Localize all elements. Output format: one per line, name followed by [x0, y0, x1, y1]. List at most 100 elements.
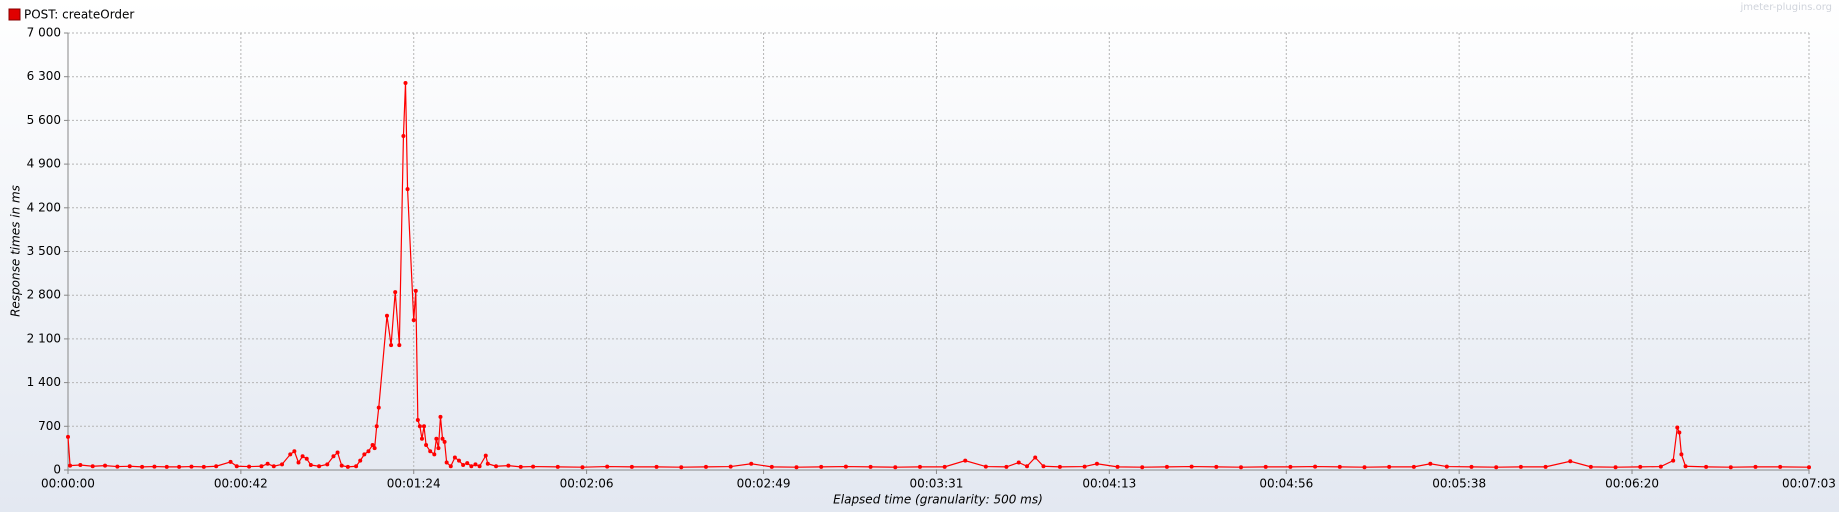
data-point	[372, 446, 377, 451]
data-point	[679, 465, 684, 470]
data-point	[366, 449, 371, 454]
data-point	[1728, 465, 1733, 470]
data-point	[300, 454, 305, 459]
data-point	[358, 458, 363, 463]
data-point	[259, 464, 264, 469]
data-point	[1033, 455, 1038, 460]
data-point	[749, 461, 754, 466]
data-point	[728, 464, 733, 469]
data-point	[942, 464, 947, 469]
data-point	[1082, 464, 1087, 469]
data-point	[384, 313, 389, 318]
data-point	[127, 464, 132, 469]
data-point	[325, 462, 330, 467]
x-tick-label: 00:01:24	[387, 477, 441, 491]
data-point	[1704, 464, 1709, 469]
data-point	[247, 464, 252, 469]
data-point	[1094, 461, 1099, 466]
data-point	[605, 464, 610, 469]
data-point	[555, 464, 560, 469]
data-point	[1214, 464, 1219, 469]
data-point	[415, 418, 420, 423]
data-point	[265, 461, 270, 466]
data-point	[374, 424, 379, 429]
data-point	[296, 460, 301, 465]
data-point	[444, 460, 449, 465]
data-point	[1057, 464, 1062, 469]
x-tick-label: 00:04:13	[1082, 477, 1136, 491]
data-point	[189, 464, 194, 469]
data-point	[448, 464, 453, 469]
x-tick-label: 00:03:31	[909, 477, 963, 491]
y-tick-label: 7 000	[27, 26, 61, 40]
data-point	[769, 464, 774, 469]
data-point	[461, 463, 466, 468]
data-point	[1638, 464, 1643, 469]
data-point	[1469, 464, 1474, 469]
data-point	[78, 463, 83, 468]
data-point	[228, 459, 233, 464]
data-point	[234, 464, 239, 469]
data-point	[434, 436, 439, 441]
x-tick-label: 00:02:49	[737, 477, 791, 491]
data-point	[140, 464, 145, 469]
data-point	[1658, 464, 1663, 469]
data-point	[457, 458, 462, 463]
data-point	[1263, 464, 1268, 469]
y-tick-label: 2 800	[27, 288, 61, 302]
data-point	[417, 424, 422, 429]
x-axis-label: Elapsed time (granularity: 500 ms)	[833, 493, 1043, 507]
data-point	[1189, 464, 1194, 469]
data-point	[304, 456, 309, 461]
data-point	[1494, 465, 1499, 470]
data-point	[531, 464, 536, 469]
data-point	[1543, 464, 1548, 469]
data-point	[438, 414, 443, 419]
data-point	[1239, 465, 1244, 470]
data-point	[1518, 464, 1523, 469]
y-tick-label: 0	[53, 463, 61, 477]
data-point	[843, 464, 848, 469]
data-point	[506, 463, 511, 468]
data-point	[483, 453, 488, 458]
data-point	[339, 463, 344, 468]
data-point	[469, 464, 474, 469]
data-point	[1778, 464, 1783, 469]
data-point	[288, 452, 293, 457]
data-point	[90, 464, 95, 469]
x-tick-label: 00:05:38	[1432, 477, 1486, 491]
data-point	[1411, 464, 1416, 469]
x-tick-label: 00:06:20	[1605, 477, 1659, 491]
x-tick-label: 00:04:56	[1259, 477, 1313, 491]
data-point	[893, 465, 898, 470]
data-point	[331, 454, 336, 459]
data-point	[422, 424, 427, 429]
data-point	[428, 449, 433, 454]
data-point	[436, 446, 441, 451]
data-point	[403, 80, 408, 85]
data-point	[1164, 464, 1169, 469]
data-point	[317, 464, 322, 469]
data-point	[1337, 464, 1342, 469]
data-point	[292, 449, 297, 454]
data-point	[494, 464, 499, 469]
data-point	[103, 463, 108, 468]
y-axis-label: Response times in ms	[9, 185, 23, 317]
data-point	[164, 464, 169, 469]
data-point	[654, 464, 659, 469]
data-point	[424, 443, 429, 448]
data-point	[1115, 464, 1120, 469]
data-point	[413, 288, 418, 293]
x-tick-label: 00:02:06	[560, 477, 614, 491]
data-point	[629, 464, 634, 469]
data-point	[1444, 464, 1449, 469]
data-point	[362, 452, 367, 457]
data-point	[703, 464, 708, 469]
data-point	[68, 463, 73, 468]
data-point	[401, 134, 406, 139]
data-point	[397, 343, 402, 348]
data-point	[370, 443, 375, 448]
data-point	[280, 462, 285, 467]
data-point	[440, 436, 445, 441]
data-point	[794, 465, 799, 470]
